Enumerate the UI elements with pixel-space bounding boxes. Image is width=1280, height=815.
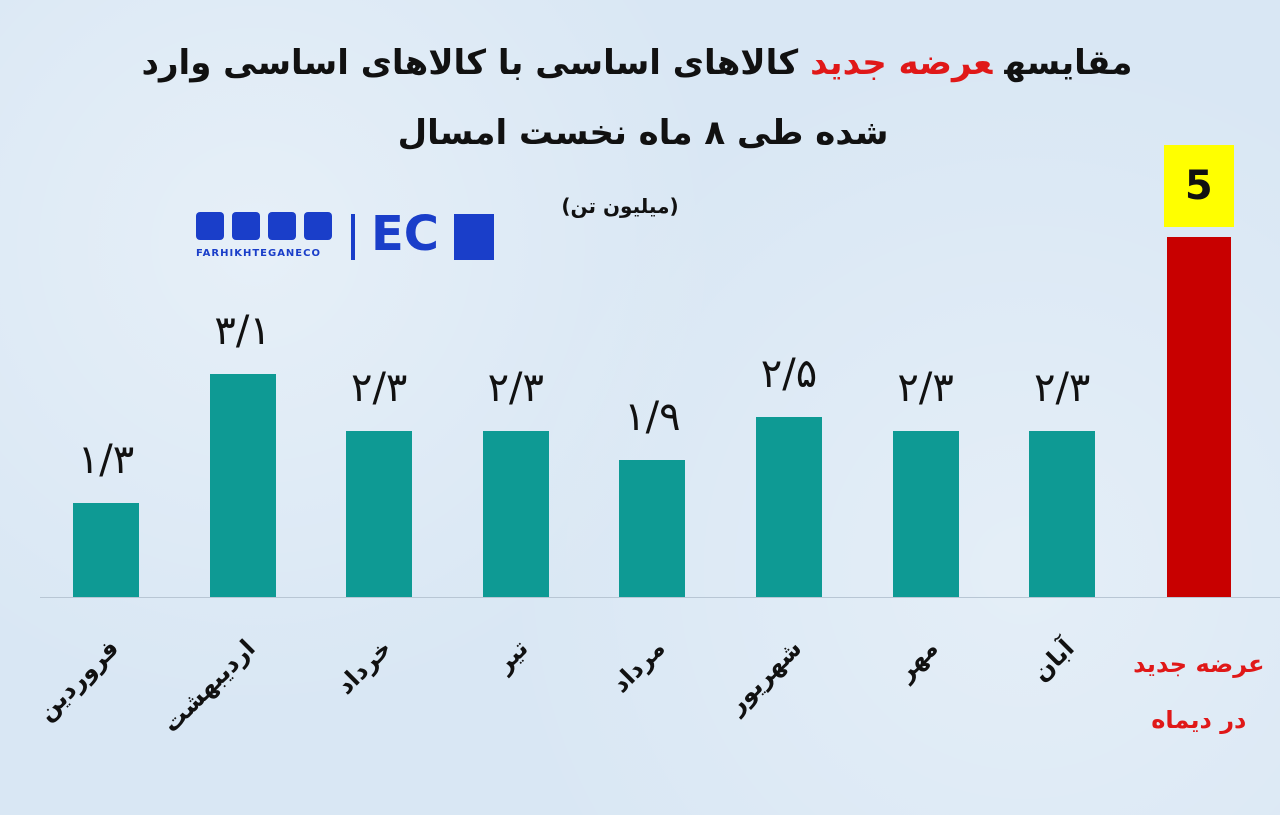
value-label: ۲/۳ — [350, 365, 408, 412]
bar — [619, 460, 686, 597]
x-tick-label: مهر — [891, 634, 944, 687]
title-part: کالاهای اساسی با کالاهای اساسی وارد شده … — [141, 43, 889, 153]
bar — [1166, 237, 1231, 597]
x-tick-label: مرداد — [606, 634, 671, 699]
social-icon — [232, 212, 260, 240]
logo-site: FARHIKHTEGANECO — [196, 248, 321, 259]
logo-badge — [454, 214, 494, 260]
bar — [73, 503, 139, 597]
value-label: ۲/۳ — [897, 365, 954, 412]
x-tick-label: خرداد — [331, 634, 398, 700]
x-tick-label: فروردین — [31, 634, 124, 727]
value-label: 5 — [1163, 145, 1234, 227]
chart-title: مقایسه عرضه جدیدکالاهای اساسی با کالاهای … — [140, 28, 1140, 168]
x-tick-label: تیر — [490, 634, 534, 678]
logo: FARHIKHTEGANECO EC — [196, 206, 496, 267]
bar — [892, 431, 959, 597]
x-tick-label: اردیبهشت — [156, 634, 261, 738]
bar — [756, 417, 822, 597]
logo-divider — [351, 214, 355, 260]
bar — [1029, 431, 1096, 597]
value-label: ۲/۵ — [760, 351, 818, 397]
bar — [346, 431, 413, 597]
value-label: ۳/۱ — [214, 307, 271, 354]
social-icon — [304, 212, 332, 240]
baseline — [40, 597, 1280, 598]
value-label: ۱/۹ — [624, 394, 681, 441]
x-tick-label: آبان — [1027, 634, 1081, 687]
x-tick-label: شهریور — [721, 634, 807, 720]
social-icon — [268, 212, 296, 240]
bar — [482, 431, 549, 597]
value-label: ۱/۳ — [77, 437, 135, 484]
value-label: ۲/۳ — [1033, 365, 1091, 412]
title-part: مقایسه — [1004, 43, 1133, 83]
logo-mark: EC — [371, 206, 440, 262]
value-label: ۲/۳ — [487, 365, 545, 412]
unit-label: (میلیون تن) — [561, 194, 679, 218]
title-part: عرضه جدید — [810, 43, 993, 83]
bar — [209, 373, 276, 597]
x-tick-label: عرضه جدید در دیماه — [1133, 650, 1265, 734]
social-icon — [196, 212, 224, 240]
